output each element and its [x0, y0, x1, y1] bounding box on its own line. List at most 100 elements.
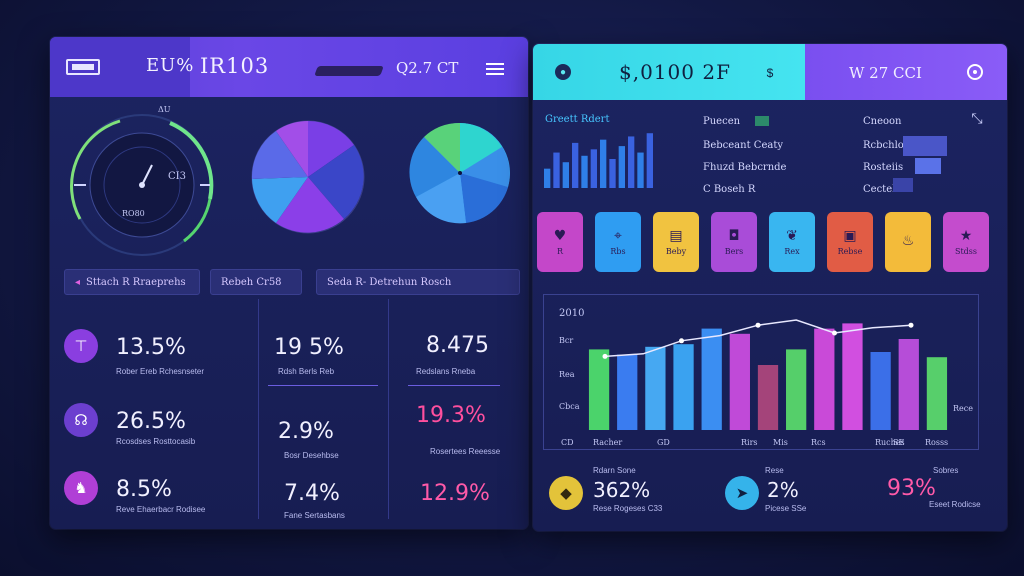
- right-header-bar: ● $,0100 2F $ W 27 CCI: [533, 44, 1007, 104]
- mini-bar: [590, 149, 597, 188]
- legend-block-2: [915, 158, 941, 174]
- right-header-center: $,0100 2F: [619, 60, 731, 84]
- pie-chart-blue: [409, 122, 510, 224]
- legend-block-3: [893, 178, 913, 192]
- category-tile[interactable]: ♥ R: [537, 212, 583, 272]
- x-tick-label: Racher: [593, 438, 623, 447]
- user-icon: ♞: [64, 471, 98, 505]
- filter-chip-2[interactable]: Rebeh Cr58: [210, 269, 302, 295]
- tile-label: Beby: [665, 246, 687, 256]
- stat-value-7: 8.5%: [116, 477, 172, 502]
- legend-col2-item-4: Cecteh13: [863, 184, 912, 195]
- main-bar-chart: [588, 319, 948, 430]
- gear-icon[interactable]: ●: [555, 64, 571, 80]
- stat-value-2: 19 5%: [274, 335, 344, 360]
- stat-caption-1: Rober Ereb Rchesnseter: [116, 367, 205, 376]
- expand-icon[interactable]: ⤡: [971, 109, 983, 126]
- x-tick-label: Mis: [773, 438, 788, 447]
- x-tick-label: Rcs: [811, 438, 826, 447]
- chart-bar: [588, 349, 610, 430]
- stat-value-9: 12.9%: [420, 481, 490, 506]
- legend-col2-item-3: Rosteiis: [863, 162, 904, 173]
- tile-label: Rbs: [610, 246, 626, 256]
- stat-caption-8: Fane Sertasbans: [284, 511, 345, 520]
- send-icon: ➤: [725, 476, 759, 510]
- x-tick-label: SE: [893, 438, 905, 447]
- bag-icon: ◘: [728, 227, 740, 244]
- mini-bar: [581, 155, 588, 188]
- trend-point: [679, 338, 684, 344]
- window-toggle-icon[interactable]: [66, 59, 100, 75]
- x-tick-label: CD: [561, 438, 574, 447]
- person-icon: ☊: [64, 403, 98, 437]
- y-tick-3: Cbca: [559, 402, 580, 411]
- stat-caption-4: Rcosdses Rosttocasib: [116, 437, 196, 446]
- legend-col1-item-3: Fhuzd Bebcrnde: [703, 162, 787, 173]
- hamburger-icon[interactable]: [486, 63, 504, 75]
- category-tile[interactable]: ▤ Beby: [653, 212, 699, 272]
- y-tick-1: Bcr: [559, 336, 574, 345]
- bottom-stat-top-1: Rdarn Sone: [593, 466, 636, 475]
- header-right-text: Q2.7 CT: [396, 59, 459, 77]
- x-tick-label: Ruches: [875, 438, 905, 447]
- category-tile[interactable]: ♨: [885, 212, 931, 272]
- mini-bar: [553, 152, 560, 188]
- category-tile[interactable]: ◘ Bers: [711, 212, 757, 272]
- chart-icon: ▤: [669, 227, 683, 244]
- x-tick-label: Rirs: [741, 438, 758, 447]
- stat-value-8: 7.4%: [284, 481, 340, 506]
- header-title-b: IR103: [200, 54, 270, 78]
- stat-value-1: 13.5%: [116, 335, 186, 360]
- trend-point: [832, 330, 837, 336]
- legend-col1-item-4: C Boseh R: [703, 184, 756, 195]
- leaf-icon: ❦: [786, 227, 798, 244]
- mini-bar: [544, 168, 551, 188]
- x-tick-label: GD: [657, 438, 670, 447]
- cup-icon: ♨: [901, 232, 915, 249]
- stat-caption-6: Rosertees Reeesse: [430, 447, 501, 456]
- chart-bar: [645, 346, 666, 430]
- chevron-left-icon: ◂: [75, 276, 81, 288]
- right-header-right: W 27 CCI: [849, 64, 922, 82]
- y-tick-2: Rea: [559, 370, 575, 379]
- target-icon[interactable]: [967, 64, 983, 80]
- bottom-stat-value-2: 2%: [767, 478, 799, 502]
- category-tile[interactable]: ★ Stdss: [943, 212, 989, 272]
- box-icon: ▣: [843, 227, 857, 244]
- bar-chart-frame: [543, 294, 979, 450]
- stat-value-5: 2.9%: [278, 419, 334, 444]
- heart-icon: ♥: [553, 227, 567, 244]
- y-tick-4: Rece: [953, 404, 973, 413]
- gauge-top-label: ΔU: [158, 105, 171, 114]
- chart-bar: [673, 344, 694, 430]
- tile-label: R: [556, 246, 564, 256]
- star-icon: ★: [959, 227, 973, 244]
- gauge-chart: [70, 114, 214, 256]
- stat-value-3: 8.475: [426, 333, 489, 358]
- y-axis-top-label: 2010: [559, 308, 585, 319]
- legend-col1-item-2: Bebceant Ceaty: [703, 140, 783, 151]
- category-tile[interactable]: ▣ Rebse: [827, 212, 873, 272]
- tile-label: Bers: [724, 246, 744, 256]
- right-dashboard-panel: ● $,0100 2F $ W 27 CCI Greett Rdert Puec…: [533, 44, 1007, 531]
- filter-chip-1[interactable]: ◂ Sttach R Rraeprehs: [64, 269, 200, 295]
- chart-bar: [701, 328, 722, 430]
- left-dashboard-panel: EU% IR103 Q2.7 CT ΔU CI3 RO80: [50, 37, 528, 529]
- legend-col2-item-1: Cneoon: [863, 116, 902, 127]
- category-tile[interactable]: ⌖ Rbs: [595, 212, 641, 272]
- mini-bar: [628, 136, 635, 188]
- bottom-stat-value-3: 93%: [887, 476, 936, 501]
- category-tile[interactable]: ❦ Rex: [769, 212, 815, 272]
- chart-bar: [898, 339, 919, 430]
- stat-caption-5: Bosr Desehbse: [284, 451, 339, 460]
- dollar-icon[interactable]: $: [766, 66, 774, 80]
- trend-point: [755, 322, 761, 328]
- x-tick-label: Rosss: [925, 438, 949, 447]
- gauge-readout: CI3: [168, 171, 186, 182]
- filter-chip-3[interactable]: Seda R- Detrehun Rosch: [316, 269, 520, 295]
- legend-swatch: [755, 116, 769, 126]
- legend-block-1: [903, 136, 947, 156]
- mini-chart-title: Greett Rdert: [545, 114, 610, 125]
- bottom-stat-top-2: Rese: [765, 466, 784, 475]
- mini-bar: [609, 159, 616, 188]
